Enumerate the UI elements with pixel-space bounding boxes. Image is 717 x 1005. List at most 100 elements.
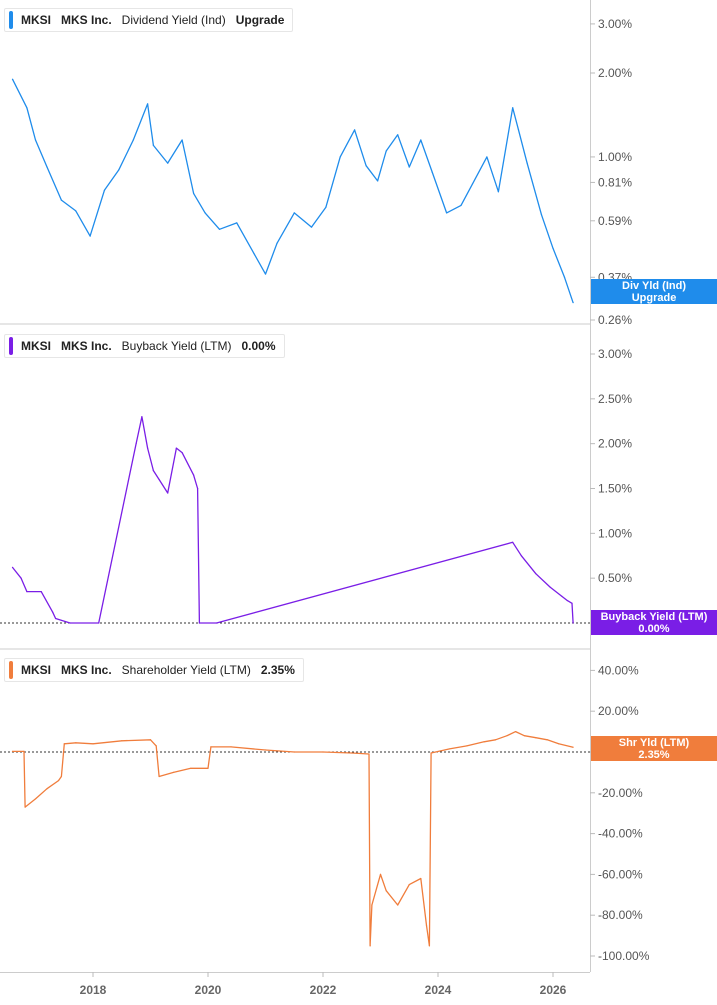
dividend-last-value-tag: Div Yld (Ind) Upgrade (591, 279, 717, 304)
data-point (351, 752, 353, 754)
y-tick-label: -60.00% (598, 867, 643, 881)
data-point (34, 139, 37, 141)
data-point (181, 452, 183, 454)
data-point (420, 877, 422, 880)
data-point (431, 171, 433, 173)
data-point (204, 212, 206, 214)
data-point (60, 199, 62, 201)
data-point (158, 478, 160, 481)
data-point (52, 611, 54, 613)
data-point (430, 752, 432, 754)
data-point (20, 577, 22, 579)
legend-metric: Buyback Yield (LTM) (121, 339, 232, 353)
legend-value: 2.35% (260, 663, 295, 677)
data-point (571, 602, 573, 604)
data-point (121, 740, 123, 742)
y-tick-label: 1.50% (598, 482, 632, 496)
data-point (207, 767, 209, 769)
data-point (517, 129, 520, 131)
y-tick-label: -20.00% (598, 786, 643, 800)
series-line (11, 416, 574, 624)
data-point (385, 890, 387, 892)
y-tick-label: -80.00% (598, 908, 643, 922)
data-point (546, 739, 548, 741)
data-point (572, 746, 574, 748)
data-point (369, 945, 371, 947)
data-point (520, 555, 522, 557)
x-tick-label: 2022 (310, 983, 337, 997)
dividend-series-color-swatch (9, 11, 13, 29)
data-point (198, 622, 200, 624)
data-point (276, 242, 278, 244)
data-point (523, 735, 525, 737)
data-point (526, 162, 528, 164)
y-tick-label: 20.00% (598, 704, 639, 718)
tag-label: Buyback Yield (LTM) (600, 611, 708, 623)
data-point (181, 139, 183, 141)
data-point (147, 103, 149, 105)
data-point (167, 492, 169, 494)
y-tick-label: 3.00% (598, 347, 632, 361)
data-point (11, 750, 14, 752)
data-point (172, 771, 175, 774)
data-point (486, 156, 488, 158)
data-point (385, 150, 387, 152)
data-point (147, 447, 149, 449)
data-point (141, 416, 143, 418)
data-point (310, 226, 313, 228)
data-point (152, 144, 154, 146)
data-point (466, 745, 468, 747)
data-point (11, 78, 14, 80)
data-point (563, 276, 566, 278)
data-point (428, 945, 430, 947)
data-point (55, 617, 57, 620)
data-point (448, 748, 451, 750)
x-tick-label: 2024 (425, 983, 452, 997)
data-point (11, 566, 14, 569)
y-tick-label: 2.00% (598, 437, 632, 451)
data-point (512, 541, 514, 543)
legend-ticker: MKSI (21, 663, 51, 677)
data-point (552, 247, 554, 249)
data-point (558, 743, 560, 745)
data-point (193, 192, 195, 194)
data-point (175, 447, 177, 449)
data-point (92, 743, 94, 745)
data-point (89, 235, 91, 237)
data-point (425, 924, 428, 927)
legend-company: MKS Inc. (61, 663, 112, 677)
data-point (197, 487, 199, 490)
x-tick-label: 2020 (195, 983, 222, 997)
data-point (325, 206, 327, 208)
data-point (408, 884, 410, 886)
y-tick-label: 2.00% (598, 66, 632, 80)
data-point (339, 156, 341, 158)
data-point (132, 139, 134, 141)
data-point (63, 743, 65, 745)
series-line (12, 730, 574, 947)
data-point (24, 806, 26, 808)
legend-metric: Dividend Yield (Ind) (121, 13, 226, 27)
y-tick-label: 1.00% (598, 526, 632, 540)
data-point (371, 904, 373, 906)
data-point (264, 749, 267, 751)
data-point (408, 166, 410, 168)
shareholder-yield-legend: MKSI MKS Inc. Shareholder Yield (LTM) 2.… (4, 658, 304, 682)
data-point (253, 252, 255, 255)
data-point (210, 746, 212, 748)
data-point (158, 775, 160, 778)
y-tick-label: 40.00% (598, 663, 639, 677)
data-point (149, 739, 152, 741)
data-point (264, 273, 267, 275)
data-point (377, 180, 379, 182)
tag-upgrade-link[interactable]: Upgrade (631, 292, 677, 304)
data-point (190, 767, 192, 769)
data-point (322, 751, 324, 753)
legend-upgrade-link[interactable]: Upgrade (235, 13, 285, 27)
data-point (69, 622, 71, 624)
legend-ticker: MKSI (21, 339, 51, 353)
y-tick-label: 1.00% (598, 150, 632, 164)
buyback-last-value-tag: Buyback Yield (LTM) 0.00% (591, 610, 717, 635)
y-tick-label: 0.26% (598, 313, 632, 327)
